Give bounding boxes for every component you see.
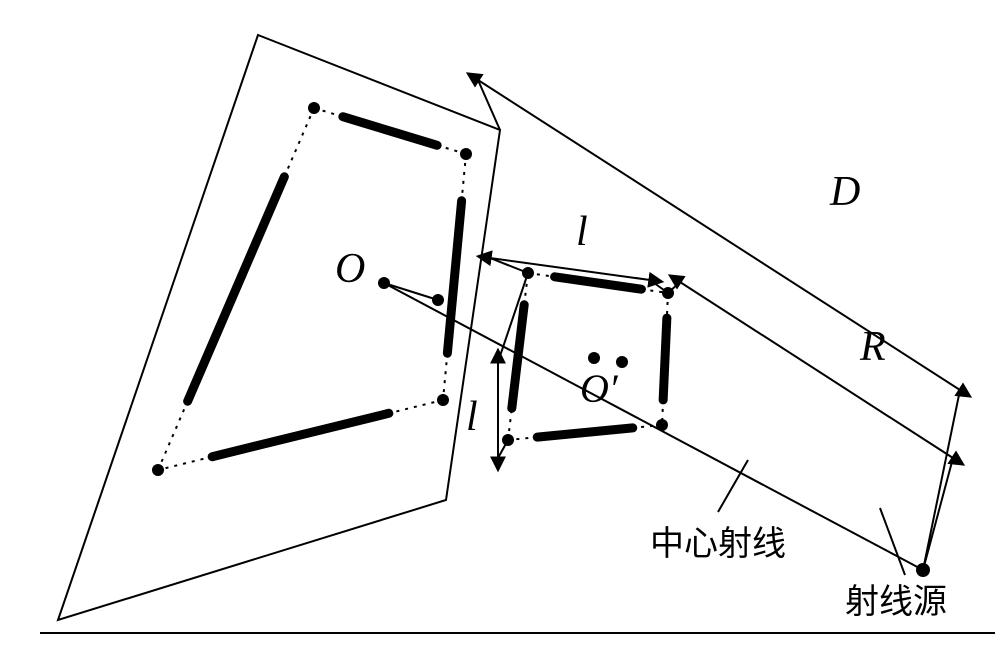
label-center-ray: 中心射线 xyxy=(650,525,786,563)
label-source: 射线源 xyxy=(845,583,947,621)
label-l-side: l xyxy=(466,394,478,440)
dim-R xyxy=(680,282,953,458)
label-Oprime: O′ xyxy=(580,366,619,411)
dim-D xyxy=(478,80,960,390)
diagram: O O′ l l D R 中心射线射线源 xyxy=(0,0,1000,650)
label-O: O xyxy=(335,246,365,292)
detector-plane xyxy=(58,35,500,620)
label-R: R xyxy=(859,324,886,370)
label-l-top: l xyxy=(576,209,588,255)
label-D: D xyxy=(829,169,860,215)
